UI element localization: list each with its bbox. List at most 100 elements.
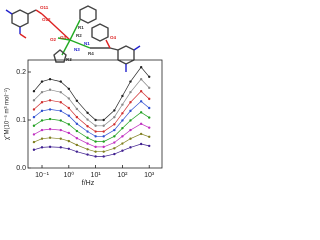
data-point [148, 106, 151, 110]
data-point [40, 137, 44, 140]
data-point [113, 123, 116, 126]
data-point [59, 80, 62, 83]
data-point [32, 124, 36, 127]
data-point [48, 99, 52, 102]
data-point [139, 142, 143, 146]
data-point [75, 107, 79, 111]
series-line [33, 90, 150, 132]
data-point [102, 135, 105, 138]
data-point [129, 128, 132, 132]
data-point [94, 118, 97, 122]
data-point [40, 80, 44, 83]
data-point [148, 126, 151, 129]
series-line [33, 100, 150, 137]
data-point [121, 94, 124, 98]
data-point [75, 129, 79, 133]
data-point [86, 130, 89, 133]
x-axis-label: f/Hz [82, 180, 95, 187]
data-point [48, 127, 52, 131]
data-point [139, 78, 143, 81]
data-point [86, 118, 89, 121]
x-tick-label: 10³ [144, 172, 155, 179]
data-point [129, 119, 132, 122]
data-point [129, 101, 132, 104]
data-point [121, 103, 124, 106]
data-point [59, 109, 62, 113]
data-point [102, 140, 105, 143]
data-point [102, 124, 105, 127]
data-point [59, 128, 62, 132]
data-point [48, 88, 52, 91]
data-point [121, 112, 124, 115]
atom-label: O12 [42, 17, 51, 22]
data-point [86, 125, 89, 128]
data-point [32, 148, 36, 151]
data-point [48, 117, 52, 121]
data-point [129, 80, 132, 83]
data-point [40, 119, 44, 122]
series-line [33, 66, 150, 121]
data-point [113, 128, 116, 132]
data-point [67, 131, 71, 135]
data-point [86, 111, 89, 115]
data-point [67, 139, 71, 143]
atom-label: O11 [40, 5, 49, 10]
data-point [148, 144, 151, 148]
series-line [33, 111, 150, 142]
x-tick-label: 10² [117, 172, 128, 179]
data-point [129, 90, 132, 94]
data-point [94, 140, 97, 143]
data-point [86, 153, 89, 156]
data-point [113, 115, 116, 119]
data-point [148, 75, 151, 79]
data-point [121, 119, 124, 122]
data-point [113, 152, 116, 156]
data-point [121, 135, 124, 138]
data-point [32, 99, 36, 102]
atom-label: R1 [78, 25, 84, 30]
data-point [129, 109, 132, 113]
data-point [102, 150, 105, 153]
atom-label: N1 [84, 41, 90, 46]
data-point [32, 133, 36, 136]
data-point [113, 135, 116, 138]
series-line [33, 123, 150, 148]
data-point [75, 122, 79, 126]
molecule [5, 5, 141, 72]
atom-label: R4 [88, 51, 94, 56]
data-point [59, 90, 62, 94]
data-point [48, 108, 52, 111]
data-point [48, 145, 52, 149]
data-point [75, 143, 79, 147]
data-point [75, 137, 79, 140]
data-point [148, 86, 151, 90]
data-point [102, 155, 105, 158]
data-point [94, 155, 97, 158]
data-point [67, 97, 71, 100]
data-point [59, 119, 62, 122]
data-point [40, 109, 44, 113]
data-point [94, 145, 97, 149]
data-point [40, 146, 44, 149]
data-point [129, 137, 132, 140]
data-point [94, 135, 97, 138]
series-line [33, 78, 150, 127]
data-point [86, 148, 89, 151]
y-axis-label: χ''M(10⁻⁶ m³ mol⁻¹) [4, 88, 11, 140]
data-point [139, 111, 143, 114]
data-point [75, 150, 79, 153]
data-point [102, 118, 105, 122]
x-tick-label: 10⁰ [64, 171, 75, 179]
data-point [67, 123, 71, 126]
series-line [33, 143, 150, 157]
y-tick-label: 0.0 [16, 165, 26, 172]
atom-label: N3 [74, 47, 80, 52]
data-point [67, 147, 71, 150]
x-tick-label: 10⁻¹ [35, 172, 49, 179]
data-point [94, 130, 97, 133]
data-point [94, 150, 97, 153]
data-point [121, 142, 124, 145]
data-point [94, 124, 97, 127]
data-point [113, 109, 116, 112]
